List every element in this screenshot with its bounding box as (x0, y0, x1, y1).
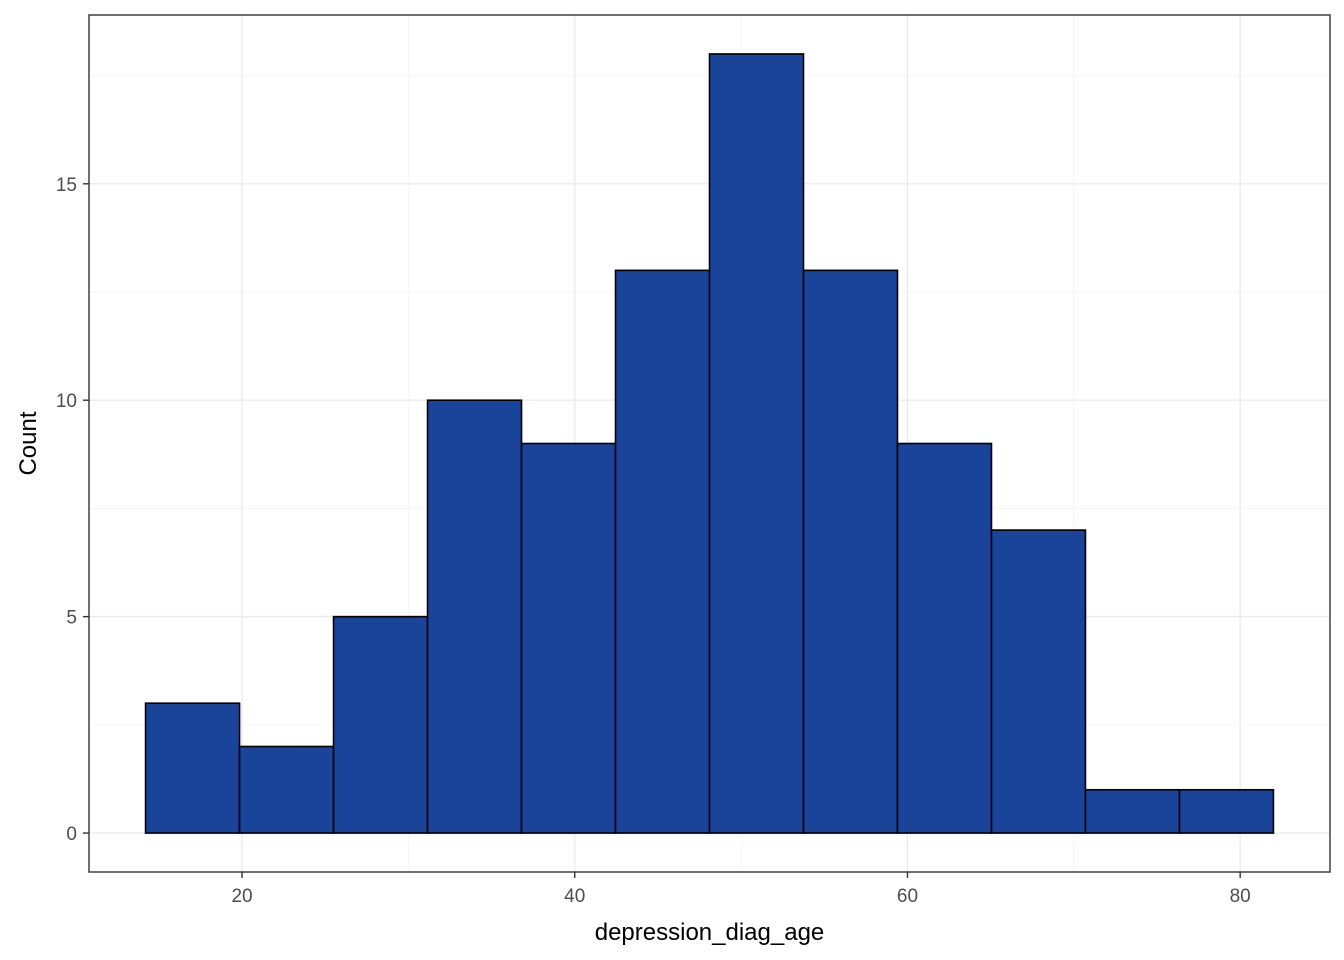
histogram-bar (990, 529, 1087, 834)
histogram-bar (1178, 788, 1275, 834)
x-tick-label: 20 (231, 886, 252, 907)
panel-border (88, 14, 1331, 873)
y-axis-title: Count (15, 411, 42, 475)
histogram-bar (332, 615, 429, 834)
histogram-bar (802, 269, 899, 834)
histogram-bar (1084, 788, 1181, 834)
x-tick-label: 40 (564, 886, 585, 907)
y-tick-label: 10 (56, 391, 77, 412)
x-tick-label: 80 (1230, 886, 1251, 907)
x-tick-label: 60 (897, 886, 918, 907)
axis-ticks: 20 40 60 80 0 5 10 15 (56, 175, 1251, 907)
histogram-bar (708, 53, 805, 834)
histogram-bar (520, 442, 617, 834)
y-tick-label: 5 (66, 608, 77, 629)
histogram-bar (238, 745, 335, 834)
histogram-bars (144, 53, 1275, 834)
histogram-bar (896, 442, 993, 834)
x-axis-title: depression_diag_age (595, 919, 825, 946)
histogram-bar (426, 399, 523, 834)
y-tick-label: 0 (66, 824, 77, 845)
histogram-bar (614, 269, 711, 834)
y-tick-label: 15 (56, 175, 77, 196)
histogram-bar (144, 702, 241, 834)
